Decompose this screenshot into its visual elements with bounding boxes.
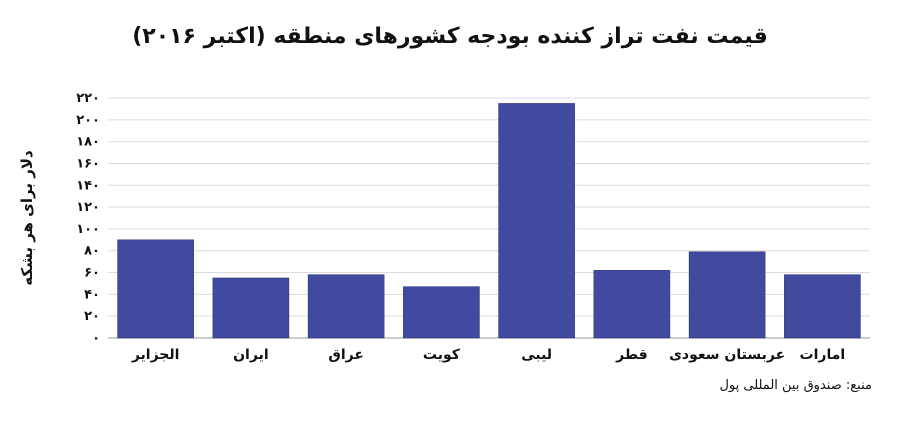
y-tick-label: ۲۰۰	[76, 113, 100, 128]
source-note: منبع: صندوق بین المللی پول	[719, 378, 872, 393]
x-tick-labels: الجزایر ایران عراق کویت لیبی قطر عربستان سعودی…	[131, 347, 845, 363]
x-tick-label: عربستان سعودی	[669, 347, 785, 363]
x-tick-label: عراق	[328, 347, 364, 363]
x-tick-label: لیبی	[521, 347, 552, 363]
y-tick-label: ۸۰	[84, 244, 100, 259]
bar	[688, 251, 766, 339]
bar	[117, 239, 194, 339]
bar	[593, 270, 671, 339]
y-tick-label: ۱۶۰	[76, 156, 100, 171]
y-tick-label: ۴۰	[84, 287, 100, 302]
bar	[784, 274, 861, 339]
y-tick-label: ۱۸۰	[76, 135, 100, 150]
y-tick-label: ۲۰	[84, 309, 100, 324]
y-tick-label: ۲۲۰	[76, 91, 100, 106]
y-tick-label: ۱۴۰	[76, 178, 100, 193]
x-tick-label: ایران	[233, 347, 269, 363]
y-tick-label: ۰	[92, 331, 100, 346]
bar	[307, 274, 385, 339]
bars	[117, 103, 861, 339]
bar	[403, 286, 480, 339]
x-tick-label: کویت	[423, 347, 461, 363]
x-tick-label: قطر	[615, 347, 648, 363]
x-tick-label: الجزایر	[131, 347, 180, 363]
bar	[498, 103, 575, 339]
y-tick-labels: ۰ ۲۰ ۴۰ ۶۰ ۸۰ ۱۰۰ ۱۲۰ ۱۴۰ ۱۶۰ ۱۸۰ ۲۰۰ ۲۲۰	[76, 91, 100, 346]
y-tick-label: ۶۰	[84, 266, 100, 281]
x-tick-label: امارات	[800, 347, 846, 363]
chart-title: قیمت نفت تراز کننده بودجه کشورهای منطقه …	[132, 24, 768, 49]
y-tick-label: ۱۰۰	[76, 222, 100, 237]
bar	[212, 277, 290, 339]
y-tick-label: ۱۲۰	[76, 200, 100, 215]
